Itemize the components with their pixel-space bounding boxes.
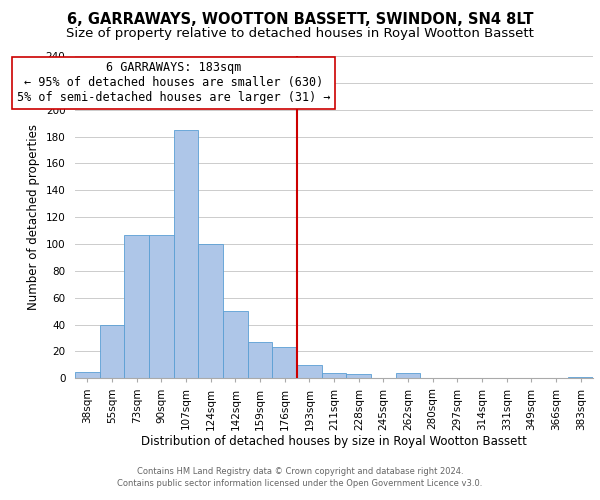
Text: 6 GARRAWAYS: 183sqm
← 95% of detached houses are smaller (630)
5% of semi-detach: 6 GARRAWAYS: 183sqm ← 95% of detached ho… — [17, 62, 331, 104]
Bar — [223, 311, 248, 378]
Bar — [272, 348, 297, 378]
Bar — [75, 372, 100, 378]
Bar — [322, 373, 346, 378]
Bar — [124, 234, 149, 378]
Text: 6, GARRAWAYS, WOOTTON BASSETT, SWINDON, SN4 8LT: 6, GARRAWAYS, WOOTTON BASSETT, SWINDON, … — [67, 12, 533, 28]
Bar — [396, 373, 421, 378]
Bar — [568, 377, 593, 378]
Text: Size of property relative to detached houses in Royal Wootton Bassett: Size of property relative to detached ho… — [66, 28, 534, 40]
Text: Contains public sector information licensed under the Open Government Licence v3: Contains public sector information licen… — [118, 478, 482, 488]
X-axis label: Distribution of detached houses by size in Royal Wootton Bassett: Distribution of detached houses by size … — [141, 435, 527, 448]
Bar — [100, 324, 124, 378]
Text: Contains HM Land Registry data © Crown copyright and database right 2024.: Contains HM Land Registry data © Crown c… — [137, 467, 463, 476]
Y-axis label: Number of detached properties: Number of detached properties — [27, 124, 40, 310]
Bar — [149, 234, 174, 378]
Bar — [174, 130, 199, 378]
Bar — [346, 374, 371, 378]
Bar — [248, 342, 272, 378]
Bar — [199, 244, 223, 378]
Bar — [297, 365, 322, 378]
